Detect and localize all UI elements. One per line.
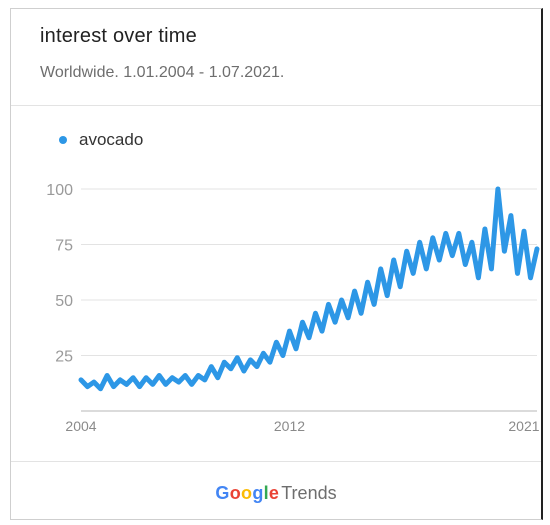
chart-title: interest over time xyxy=(40,25,197,47)
legend-marker xyxy=(59,136,67,144)
google-logo: Google xyxy=(215,483,280,503)
legend-label: avocado xyxy=(79,130,144,149)
y-tick-label: 100 xyxy=(46,182,73,199)
chart-card: interest over time Worldwide. 1.01.2004 … xyxy=(10,8,543,520)
x-tick-label: 2021 xyxy=(508,418,539,434)
footer-divider xyxy=(11,461,541,462)
series-line-avocado[interactable] xyxy=(78,186,540,392)
header-divider xyxy=(11,105,541,106)
line-chart[interactable]: 25 50 75 100 2004 2012 2021 xyxy=(11,169,542,461)
trends-label: Trends xyxy=(281,483,337,503)
x-tick-label: 2012 xyxy=(274,418,305,434)
footer: Google Trends xyxy=(11,483,541,504)
chart-subtitle: Worldwide. 1.01.2004 - 1.07.2021. xyxy=(40,64,285,81)
y-tick-label: 25 xyxy=(55,349,73,366)
y-tick-label: 75 xyxy=(55,238,73,255)
card-header: interest over time Worldwide. 1.01.2004 … xyxy=(11,9,541,105)
y-tick-label: 50 xyxy=(55,293,73,310)
x-tick-label: 2004 xyxy=(65,418,96,434)
legend[interactable]: avocado xyxy=(59,130,143,150)
